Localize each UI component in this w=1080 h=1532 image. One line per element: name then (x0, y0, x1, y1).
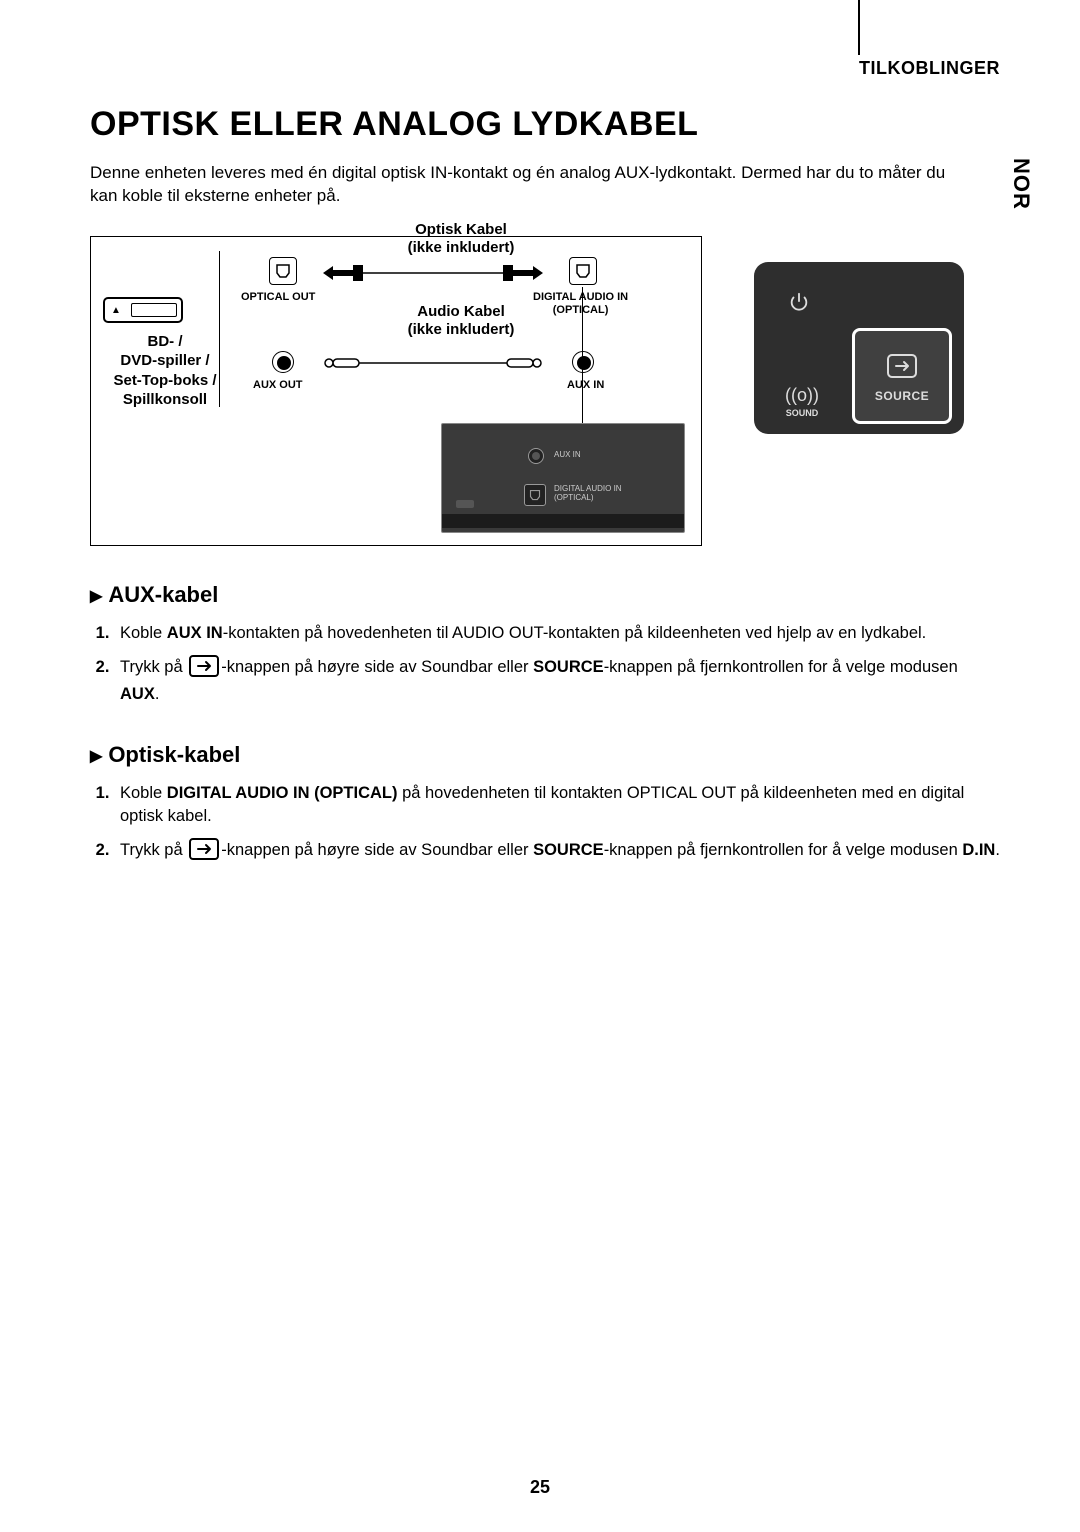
optisk-step-1: Koble DIGITAL AUDIO IN (OPTICAL) på hove… (114, 782, 1000, 828)
source-device-icon: ▲ (103, 297, 183, 323)
soundbar-icon: AUX IN DIGITAL AUDIO IN (OPTICAL) (441, 423, 685, 533)
source-device-label: BD- / DVD-spiller / Set-Top-boks / Spill… (95, 332, 235, 410)
connection-diagram: Optisk Kabel (ikke inkludert) ▲ BD- / DV… (90, 236, 702, 546)
page-number: 25 (0, 1477, 1080, 1498)
header-divider (858, 0, 860, 55)
optical-out-port-icon (269, 257, 297, 285)
optical-out-label: OPTICAL OUT (241, 291, 315, 303)
audio-cable-icon (323, 353, 543, 373)
aux-out-port-icon (272, 351, 294, 373)
aux-heading-text: AUX-kabel (108, 582, 218, 607)
intro-paragraph: Denne enheten leveres med én digital opt… (90, 162, 970, 208)
soundbar-optical-label: DIGITAL AUDIO IN (OPTICAL) (554, 484, 622, 503)
language-tab: NOR (1008, 158, 1034, 210)
optisk-heading-text: Optisk-kabel (108, 742, 240, 767)
soundbar-aux-label: AUX IN (554, 450, 581, 459)
page-title: OPTISK ELLER ANALOG LYDKABEL (90, 105, 1000, 144)
digital-audio-in-port-icon (569, 257, 597, 285)
aux-step-2: Trykk på -knappen på høyre side av Sound… (114, 655, 1000, 707)
sound-button-label: SOUND (786, 408, 819, 418)
power-icon (784, 288, 814, 318)
remote-control-icon: ((o)) SOUND SOURCE (754, 262, 964, 434)
optisk-step-2: Trykk på -knappen på høyre side av Sound… (114, 838, 1000, 867)
audio-cable-label: Audio Kabel (ikke inkludert) (391, 303, 531, 339)
optisk-heading: ▶Optisk-kabel (90, 742, 1000, 768)
optisk-steps: Koble DIGITAL AUDIO IN (OPTICAL) på hove… (90, 782, 1000, 866)
sound-button-icon: ((o)) SOUND (774, 384, 830, 420)
source-inline-icon (189, 655, 219, 684)
source-button-highlight: SOURCE (852, 328, 952, 424)
aux-step-1: Koble AUX IN-kontakten på hovedenheten t… (114, 622, 1000, 645)
aux-out-label: AUX OUT (253, 379, 303, 391)
aux-heading: ▶AUX-kabel (90, 582, 1000, 608)
section-header: TILKOBLINGER (859, 58, 1000, 79)
aux-steps: Koble AUX IN-kontakten på hovedenheten t… (90, 622, 1000, 706)
optical-cable-icon (323, 261, 543, 285)
source-button-label: SOURCE (875, 389, 929, 403)
soundbar-optical-port-icon (524, 484, 546, 506)
source-inline-icon (189, 838, 219, 867)
soundbar-aux-port-icon (528, 448, 544, 464)
soundbar-detail-icon (456, 500, 474, 508)
optical-cable-label: Optisk Kabel (ikke inkludert) (391, 221, 531, 257)
